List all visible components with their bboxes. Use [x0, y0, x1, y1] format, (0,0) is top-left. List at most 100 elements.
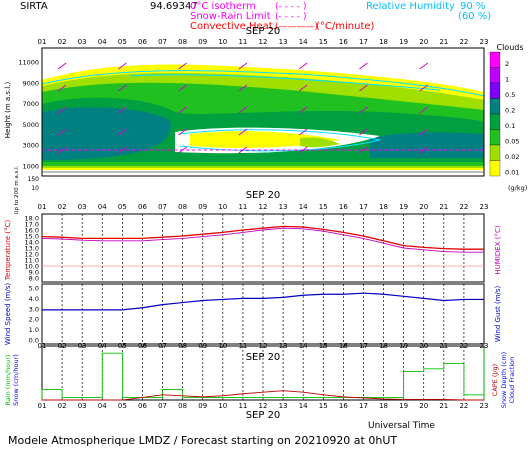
wind-arrow-4-10 [238, 146, 248, 154]
wind-arrow-0-7 [178, 62, 187, 70]
wind-arrow-2-1 [57, 106, 67, 114]
hour-tick-top-06: 06 [138, 38, 147, 46]
wind-tick-0: 5.0 [29, 285, 39, 293]
hour-tick-bottom-15: 15 [319, 402, 328, 410]
hour-tick-2-06: 06 [138, 203, 147, 211]
hour-tick-2-04: 04 [98, 203, 107, 211]
wind-arrow-4-7 [178, 146, 187, 154]
hour-tick-bottom-03: 03 [78, 402, 87, 410]
wind-arrow-0-16 [359, 62, 368, 70]
hour-tick-2-05: 05 [118, 203, 127, 211]
colorbar-swatch-1 [489, 67, 501, 84]
hour-tick-2-01: 01 [38, 203, 47, 211]
hour-tick-2-16: 16 [339, 203, 348, 211]
hour-tick-2-10: 10 [218, 203, 227, 211]
wind-arrow-1-7 [178, 84, 187, 92]
hour-tick-top-01: 01 [38, 38, 47, 46]
wind-arrow-0-4 [118, 62, 127, 70]
hour-tick-bottom-04: 04 [98, 402, 107, 410]
hour-tick-2-12: 12 [259, 203, 268, 211]
hour-tick-2-14: 14 [299, 203, 308, 211]
hour-tick-top-05: 05 [118, 38, 127, 46]
temperature-tick-0: 18.0 [25, 215, 39, 223]
series-wind-speed [42, 292, 484, 311]
colorbar-unit: (g/kg) [508, 184, 527, 192]
temperature-tick-5: 13.0 [25, 245, 39, 253]
hour-tick-bottom-14: 14 [299, 402, 308, 410]
colorbar-swatch-0 [489, 51, 501, 68]
hour-tick-top-08: 08 [178, 38, 187, 46]
colorbar-swatch-2 [489, 82, 501, 99]
wind-arrow-1-19 [419, 84, 429, 92]
hour-tick-2-23: 23 [480, 203, 489, 211]
series-temperature [41, 225, 484, 250]
hour-tick-top-04: 04 [98, 38, 107, 46]
cape-axis-label: CAPE (J/g) [491, 364, 499, 396]
wind-arrow-1-16 [359, 84, 368, 92]
lower-band [41, 171, 485, 177]
wind-arrow-4-4 [118, 146, 127, 154]
height-tick-2: 7000 [22, 100, 39, 108]
rh-contour-60 [41, 70, 485, 97]
wind-arrow-2-13 [298, 106, 308, 114]
hour-tick-bottom-06: 06 [138, 402, 147, 410]
hour-tick-bottom-21: 21 [439, 402, 448, 410]
hour-tick-bottom-20: 20 [419, 402, 428, 410]
footer-title: Modele Atmospherique LMDZ / Forecast sta… [8, 434, 397, 447]
wind-arrow-2-7 [178, 106, 187, 114]
rh-contour-90-low [179, 129, 381, 152]
hour-tick-top-03: 03 [78, 38, 87, 46]
wind-arrow-2-4 [118, 106, 127, 114]
legend-convective-unit: (°C/minute) [316, 21, 375, 32]
temperature-tick-4: 14.0 [25, 239, 39, 247]
colorbar-label-6: 0.02 [505, 153, 519, 161]
date-label-top: SEP 20 [246, 26, 281, 37]
hour-tick-bottom-07: 07 [158, 402, 167, 410]
cloud-layer-02a [42, 107, 171, 160]
legend-snow-rain-line: (- - - - ) [275, 12, 306, 22]
height-tick-10: 10 [31, 185, 39, 192]
wind-arrow-2-10 [238, 106, 248, 114]
wind-arrow-0-19 [419, 62, 429, 70]
legend-rh-label: Relative Humidity [366, 1, 455, 12]
temperature-tick-3: 15.0 [25, 233, 39, 241]
hour-tick-bottom-19: 19 [399, 402, 408, 410]
wind-arrow-2-19 [419, 106, 429, 114]
wind-arrow-2-16 [359, 106, 368, 114]
hour-tick-bottom-17: 17 [359, 402, 368, 410]
height-axis-label-2: Up to 200 m a.s.l. [14, 165, 20, 214]
hour-tick-bottom-23: 23 [480, 402, 489, 410]
colorbar-label-5: 0.05 [505, 138, 519, 146]
wind-arrow-4-13 [298, 146, 308, 154]
hour-tick-2-07: 07 [158, 203, 167, 211]
hour-tick-2-09: 09 [198, 203, 207, 211]
hour-tick-bottom-16: 16 [339, 402, 348, 410]
wind-arrow-3-10 [238, 128, 248, 136]
cloud-core-dense [300, 137, 340, 148]
temperature-tick-9: 9.0 [29, 269, 39, 277]
snow-axis-label: Snow (cm/hour) [12, 354, 20, 406]
wind-tick-2: 3.0 [29, 305, 39, 313]
station-name: SIRTA [20, 1, 48, 12]
temperature-tick-10: 8.0 [29, 275, 39, 283]
hour-tick-bottom-02: 02 [58, 402, 67, 410]
wind-arrow-4-1 [57, 146, 67, 154]
humidex-axis-label: HUMIDEX (°C) [494, 225, 502, 274]
height-tick-5: 1000 [22, 163, 39, 171]
colorbar-label-2: 0.5 [505, 91, 515, 99]
hour-tick-bottom-11: 11 [238, 402, 247, 410]
hour-tick-bottom-18: 18 [379, 402, 388, 410]
colorbar-label-0: 2 [505, 60, 509, 68]
temperature-tick-7: 11.0 [25, 257, 39, 265]
hour-tick-2-20: 20 [419, 203, 428, 211]
wind-arrow-4-16 [359, 146, 368, 154]
hour-tick-2-08: 08 [178, 203, 187, 211]
hour-tick-bottom-22: 22 [459, 402, 468, 410]
hour-tick-top-12: 12 [259, 38, 268, 46]
height-tick-1: 9000 [22, 79, 39, 87]
hour-tick-2-21: 21 [439, 203, 448, 211]
cloud-panel-frame [41, 47, 485, 177]
wind-arrow-1-13 [298, 84, 308, 92]
hour-tick-bottom-10: 10 [218, 402, 227, 410]
hour-tick-bottom-12: 12 [259, 402, 268, 410]
